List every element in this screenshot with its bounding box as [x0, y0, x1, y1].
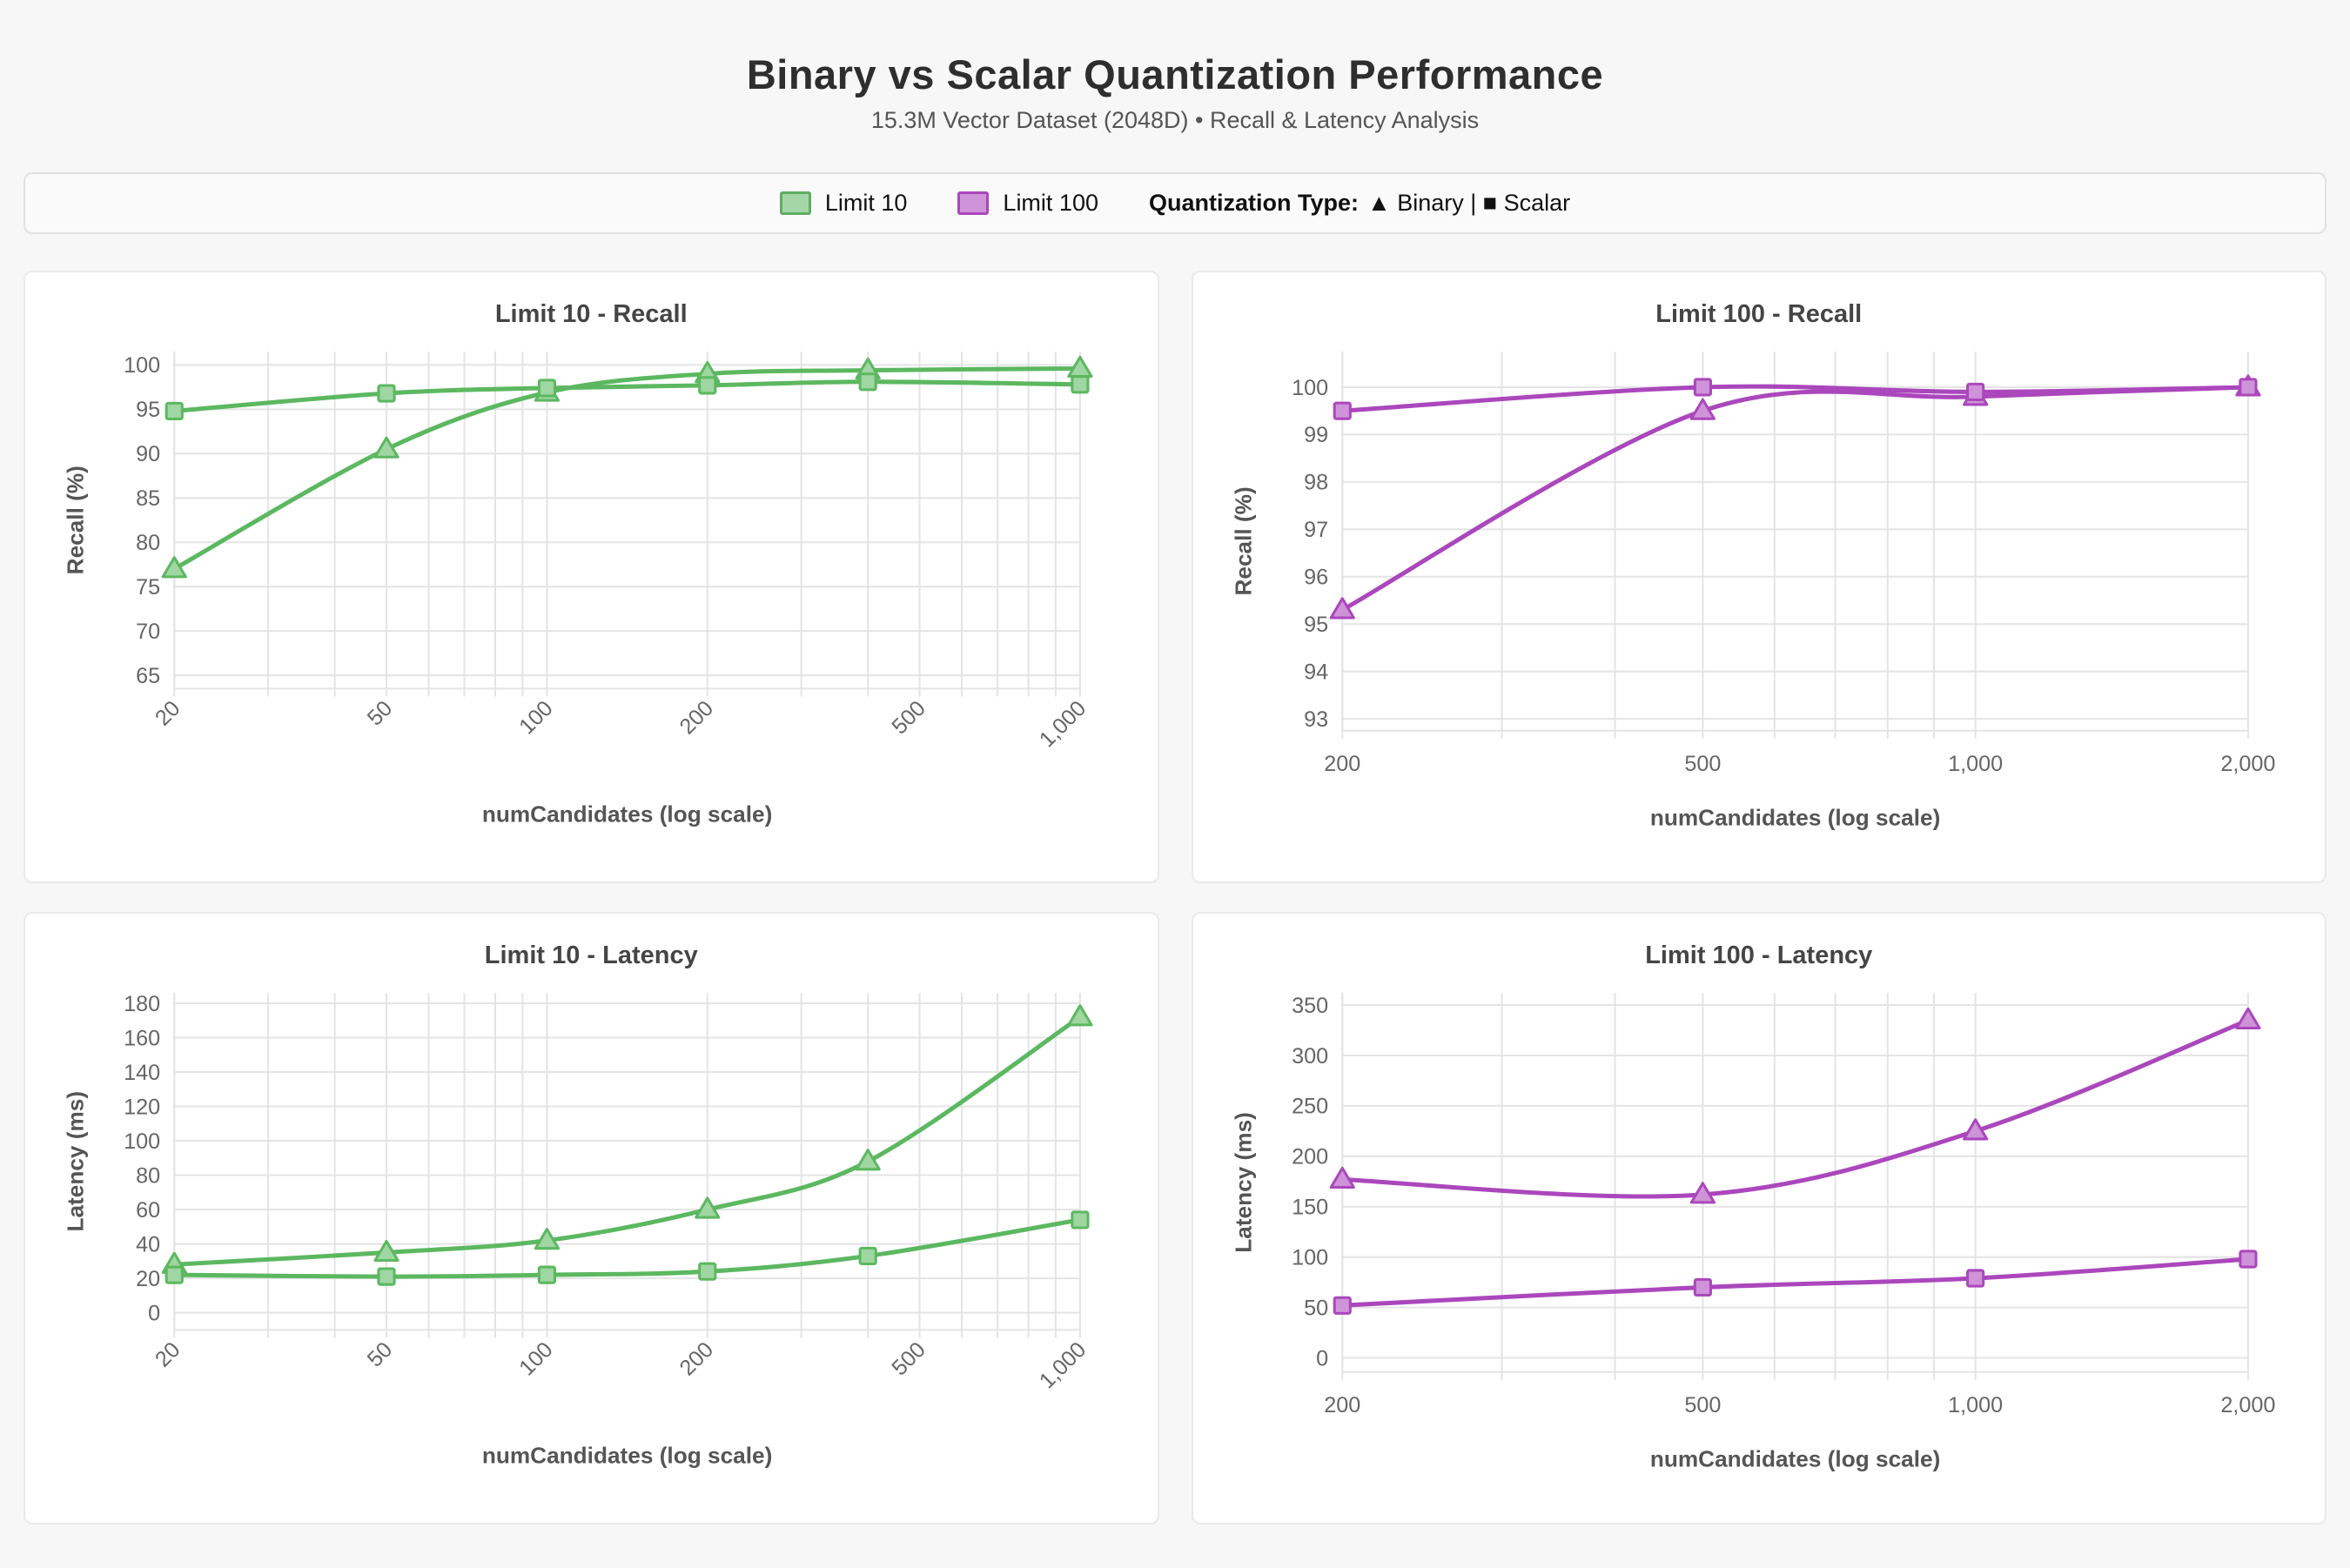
limit-10-latency-chart[interactable]: 0 20 40 60 80 100 120 140 160 180 20 50 100 200 500 1,0… [43, 979, 1140, 1505]
svg-text:93: 93 [1304, 707, 1328, 732]
svg-text:160: 160 [124, 1026, 160, 1050]
svg-text:numCandidates (log scale): numCandidates (log scale) [1649, 805, 1939, 831]
page-title: Binary vs Scalar Quantization Performanc… [746, 51, 1604, 97]
svg-text:Recall (%): Recall (%) [1230, 486, 1256, 595]
svg-text:120: 120 [124, 1095, 160, 1119]
chart-card-limit-100-latency: Limit 100 - Latency 0 50 100 150 200 250 300 35… [1191, 912, 2326, 1525]
svg-text:350: 350 [1292, 994, 1328, 1018]
svg-text:250: 250 [1292, 1095, 1328, 1119]
svg-text:100: 100 [514, 696, 558, 740]
svg-text:20: 20 [151, 696, 185, 731]
svg-text:1,000: 1,000 [1948, 1393, 2003, 1417]
svg-text:200: 200 [1324, 1393, 1360, 1417]
page-subtitle: 15.3M Vector Dataset (2048D) • Recall & … [870, 107, 1480, 133]
svg-text:180: 180 [124, 992, 160, 1016]
svg-text:80: 80 [136, 1163, 160, 1188]
chart-card-limit-10-recall: Limit 10 - Recall 65 70 75 80 85 90 95 100 20 50 1… [24, 271, 1159, 884]
svg-text:80: 80 [136, 531, 160, 555]
svg-text:20: 20 [151, 1337, 185, 1372]
svg-text:200: 200 [1292, 1145, 1328, 1169]
legend-item-limit10: Limit 10 [779, 190, 908, 217]
svg-text:95: 95 [136, 398, 160, 422]
legend-item-limit100: Limit 100 [957, 190, 1098, 217]
svg-text:1,000: 1,000 [1035, 696, 1091, 752]
svg-text:0: 0 [1316, 1346, 1328, 1370]
limit-100-latency-chart[interactable]: 0 50 100 150 200 250 300 350 200 500 1,000 2,000 num… [1211, 979, 2308, 1505]
svg-text:200: 200 [675, 696, 719, 740]
svg-text:95: 95 [1304, 613, 1328, 637]
svg-text:100: 100 [514, 1337, 558, 1381]
svg-text:500: 500 [887, 1337, 930, 1381]
svg-text:500: 500 [1684, 752, 1721, 776]
legend-quantization-label: Quantization Type: [1148, 190, 1359, 216]
limit100-swatch-icon [957, 191, 990, 215]
svg-text:96: 96 [1304, 566, 1328, 590]
limit-100-recall-chart[interactable]: 93 94 95 96 97 98 99 100 200 500 1,000 2,000 numCand… [1211, 338, 2308, 864]
svg-text:numCandidates (log scale): numCandidates (log scale) [482, 801, 772, 828]
svg-text:2,000: 2,000 [2220, 1393, 2275, 1417]
svg-text:Latency (ms): Latency (ms) [62, 1091, 88, 1232]
chart-title-limit-100-recall: Limit 100 - Recall [1655, 300, 1863, 328]
svg-text:Recall (%): Recall (%) [62, 466, 88, 574]
legend-limit100-label: Limit 100 [1003, 190, 1098, 216]
svg-text:75: 75 [136, 575, 160, 600]
chart-title-limit-10-recall: Limit 10 - Recall [494, 300, 688, 328]
svg-text:numCandidates (log scale): numCandidates (log scale) [482, 1443, 772, 1469]
legend-limit10-label: Limit 10 [824, 190, 908, 216]
svg-text:1,000: 1,000 [1035, 1337, 1091, 1393]
svg-text:140: 140 [124, 1061, 160, 1085]
svg-text:100: 100 [1292, 376, 1328, 400]
svg-text:98: 98 [1304, 471, 1328, 495]
svg-text:2,000: 2,000 [2220, 752, 2275, 776]
svg-text:50: 50 [363, 696, 398, 731]
chart-title-limit-10-latency: Limit 10 - Latency [484, 941, 698, 970]
svg-text:94: 94 [1304, 660, 1328, 685]
svg-text:85: 85 [136, 486, 160, 511]
svg-text:200: 200 [675, 1337, 719, 1381]
svg-text:Latency (ms): Latency (ms) [1230, 1112, 1256, 1253]
svg-text:500: 500 [887, 696, 930, 740]
charts-grid: Limit 10 - Recall 65 70 75 80 85 90 95 100 20 50 1… [24, 271, 2326, 1525]
svg-text:50: 50 [363, 1337, 398, 1372]
legend-quantization-note: Quantization Type: ▲ Binary | ■ Scalar [1149, 190, 1570, 217]
svg-text:300: 300 [1292, 1044, 1328, 1069]
legend-quantization-value: ▲ Binary | ■ Scalar [1366, 190, 1571, 216]
chart-card-limit-100-recall: Limit 100 - Recall 93 94 95 96 97 98 99 100 200 5… [1191, 271, 2326, 884]
svg-text:50: 50 [1304, 1296, 1328, 1320]
svg-text:60: 60 [136, 1198, 160, 1223]
svg-text:90: 90 [136, 442, 160, 466]
svg-text:40: 40 [136, 1232, 160, 1256]
chart-title-limit-100-latency: Limit 100 - Latency [1645, 941, 1873, 970]
svg-text:150: 150 [1292, 1196, 1328, 1220]
svg-text:500: 500 [1684, 1393, 1721, 1417]
svg-text:100: 100 [124, 1129, 160, 1154]
svg-text:20: 20 [136, 1267, 160, 1291]
chart-card-limit-10-latency: Limit 10 - Latency 0 20 40 60 80 100 120 140 160… [24, 912, 1159, 1525]
limit-10-recall-chart[interactable]: 65 70 75 80 85 90 95 100 20 50 100 200 500 1,000 numCa… [43, 338, 1140, 864]
svg-text:100: 100 [124, 353, 160, 378]
svg-text:97: 97 [1304, 518, 1328, 542]
svg-text:1,000: 1,000 [1948, 752, 2003, 776]
limit10-swatch-icon [779, 191, 811, 215]
legend-bar: Limit 10 Limit 100 Quantization Type: ▲ … [24, 172, 2326, 234]
svg-text:65: 65 [136, 664, 160, 688]
svg-text:numCandidates (log scale): numCandidates (log scale) [1649, 1446, 1939, 1472]
svg-text:99: 99 [1304, 423, 1328, 447]
svg-text:0: 0 [148, 1301, 160, 1325]
svg-text:200: 200 [1324, 752, 1360, 776]
svg-text:100: 100 [1292, 1246, 1328, 1270]
svg-text:70: 70 [136, 620, 160, 644]
